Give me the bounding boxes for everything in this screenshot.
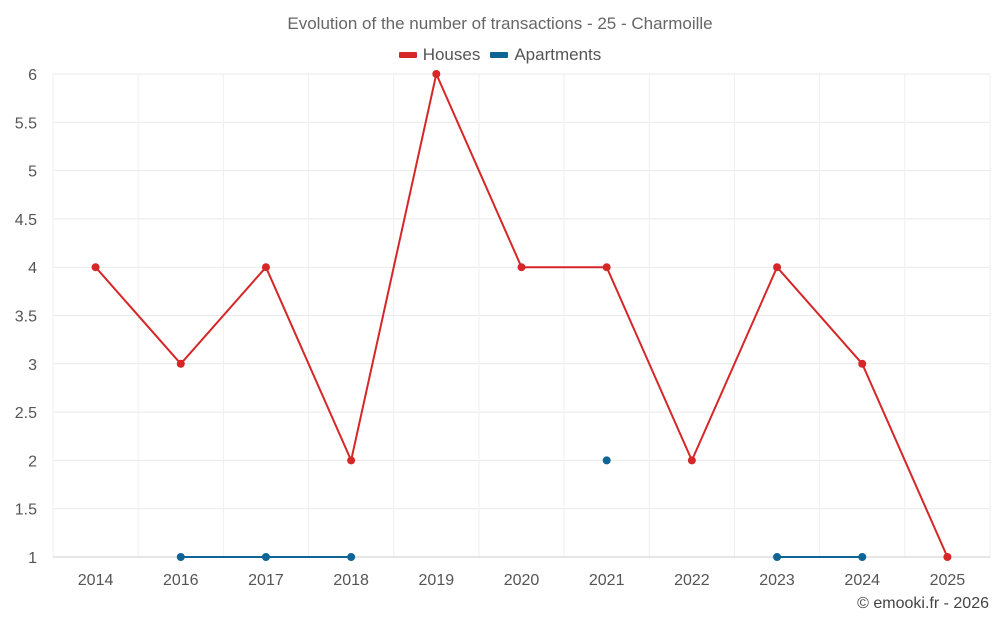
x-tick-label: 2025 bbox=[930, 572, 966, 589]
data-point-apartments bbox=[602, 456, 611, 465]
y-tick-label: 5.5 bbox=[15, 115, 37, 132]
data-point-houses bbox=[347, 456, 356, 465]
y-tick-label: 1 bbox=[28, 550, 37, 567]
x-tick-label: 2022 bbox=[674, 572, 710, 589]
x-tick-label: 2019 bbox=[419, 572, 455, 589]
data-point-apartments bbox=[261, 553, 270, 561]
data-point-apartments bbox=[773, 553, 782, 561]
data-point-apartments bbox=[176, 553, 185, 561]
data-point-houses bbox=[687, 456, 696, 465]
y-tick-label: 5 bbox=[28, 164, 37, 181]
legend-item-houses[interactable]: Houses bbox=[398, 45, 481, 65]
y-tick-label: 4.5 bbox=[15, 212, 37, 229]
y-tick-label: 2.5 bbox=[15, 405, 37, 422]
data-point-houses bbox=[91, 263, 100, 272]
y-tick-label: 4 bbox=[28, 260, 37, 277]
data-point-apartments bbox=[347, 553, 356, 561]
legend-swatch-apartments bbox=[490, 52, 509, 58]
x-tick-label: 2021 bbox=[589, 572, 625, 589]
data-point-houses bbox=[176, 359, 185, 368]
legend: Houses Apartments bbox=[0, 45, 1000, 65]
y-tick-label: 3.5 bbox=[15, 309, 37, 326]
data-point-houses bbox=[943, 553, 952, 561]
data-point-houses bbox=[517, 263, 526, 272]
x-tick-label: 2024 bbox=[844, 572, 880, 589]
legend-label-houses: Houses bbox=[422, 45, 481, 64]
series bbox=[91, 70, 952, 561]
y-tick-label: 6 bbox=[28, 67, 37, 84]
data-point-apartments bbox=[858, 553, 867, 561]
chart-title: Evolution of the number of transactions … bbox=[287, 14, 713, 33]
x-tick-label: 2023 bbox=[759, 572, 795, 589]
x-tick-label: 2018 bbox=[333, 572, 369, 589]
grid bbox=[52, 73, 991, 558]
data-point-houses bbox=[602, 263, 611, 272]
x-tick-label: 2020 bbox=[504, 572, 540, 589]
data-point-houses bbox=[432, 70, 441, 78]
y-tick-label: 2 bbox=[28, 453, 37, 470]
x-tick-label: 2016 bbox=[163, 572, 199, 589]
x-tick-label: 2017 bbox=[248, 572, 284, 589]
legend-item-apartments[interactable]: Apartments bbox=[490, 45, 601, 65]
legend-swatch-houses bbox=[398, 52, 417, 58]
data-point-houses bbox=[261, 263, 270, 272]
copyright-text: © emooki.fr - 2026 bbox=[857, 595, 989, 612]
x-tick-label: 2014 bbox=[78, 572, 114, 589]
axes: 1 1.5 2 2.5 3 3.5 4 4.5 5 5.5 6 2014 2016 2017 2018 201… bbox=[15, 67, 990, 589]
y-tick-label: 1.5 bbox=[15, 502, 37, 519]
y-tick-label: 3 bbox=[28, 357, 37, 374]
legend-label-apartments: Apartments bbox=[514, 45, 602, 64]
data-point-houses bbox=[858, 359, 867, 368]
data-point-houses bbox=[773, 263, 782, 272]
